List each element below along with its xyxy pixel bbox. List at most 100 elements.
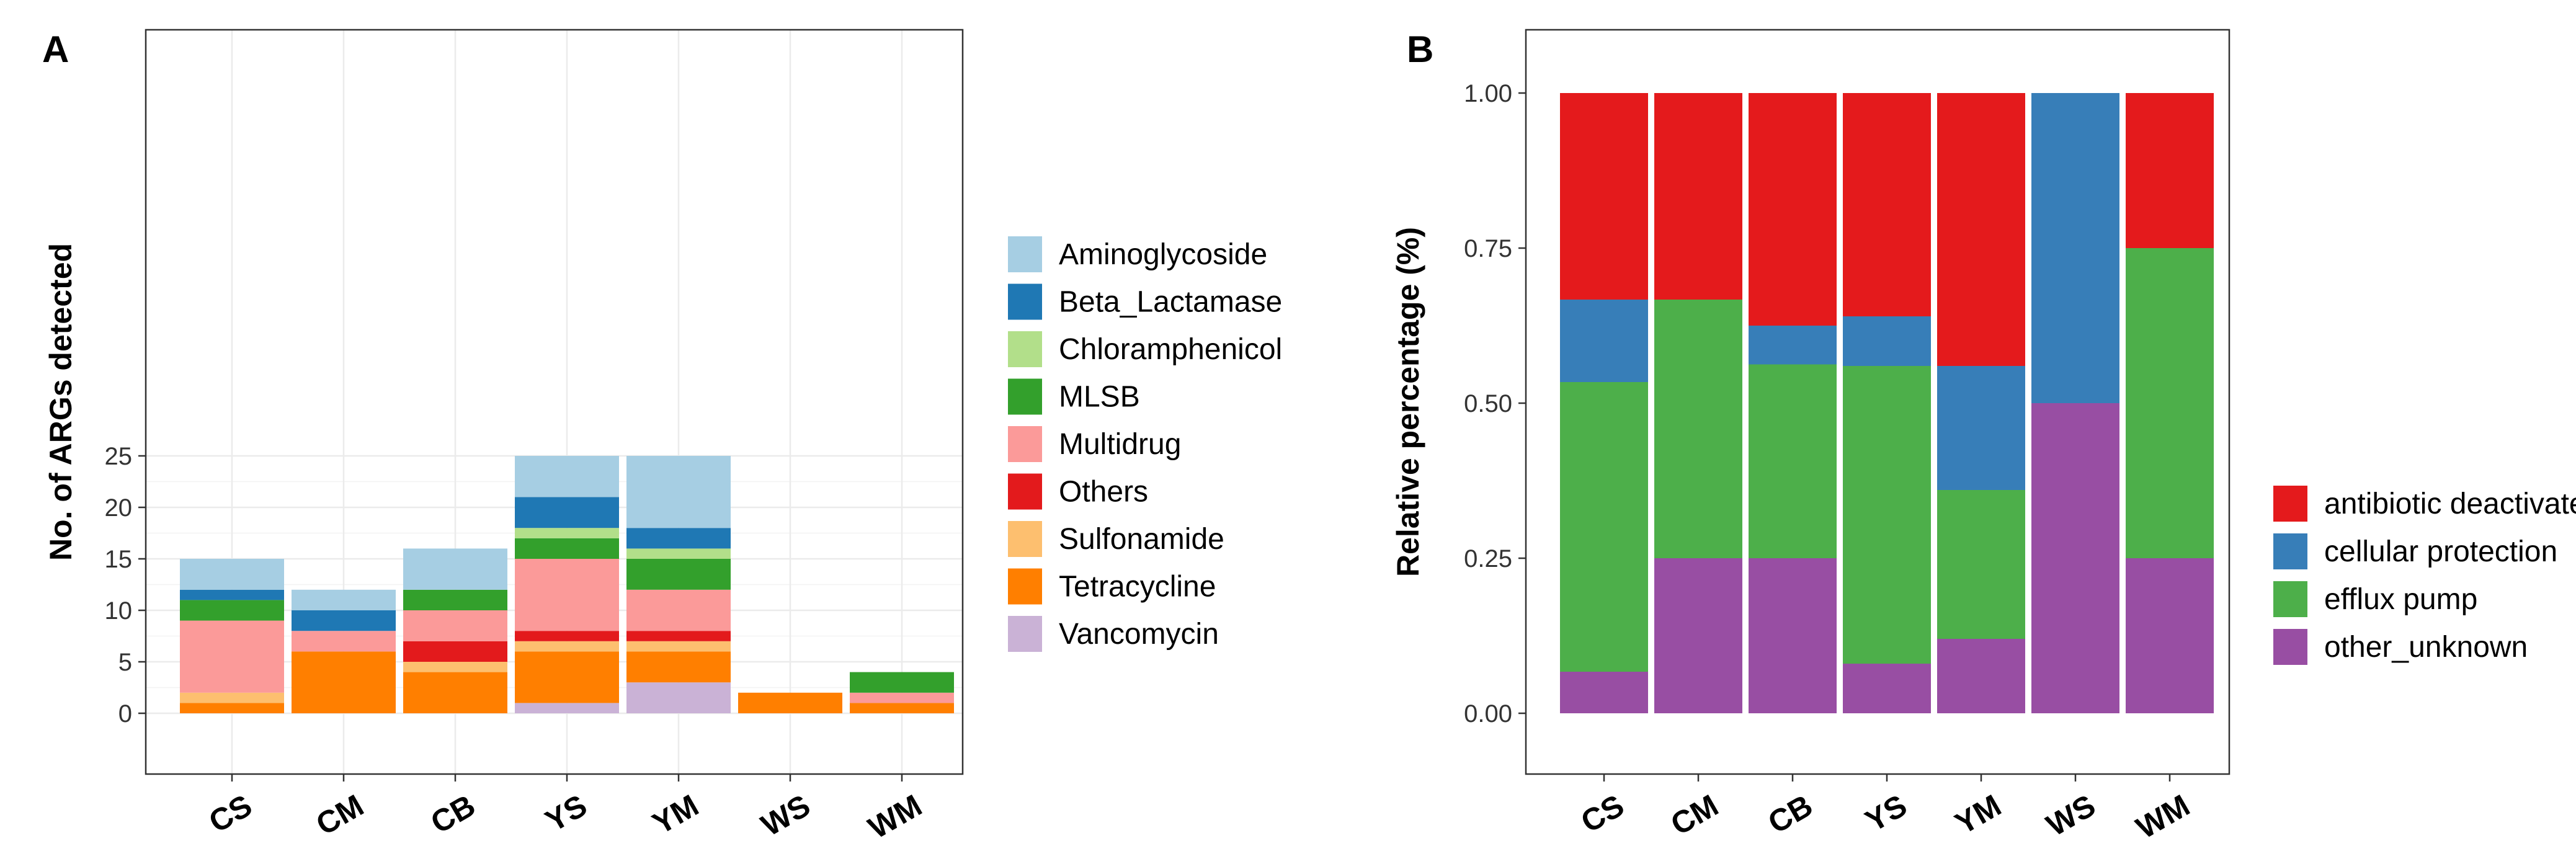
bar-segment-cb-multidrug xyxy=(403,610,507,641)
bar-segment-ys-beta-lactamase xyxy=(515,497,619,528)
bar-segment-ym-antibiotic-deactivate xyxy=(1937,93,2025,366)
bar-segment-ys-aminoglycoside xyxy=(515,456,619,497)
legend-key-efflux-pump xyxy=(2273,581,2307,617)
legend-key-chloramphenicol xyxy=(1008,331,1042,367)
x-tick-label-wm: WM xyxy=(863,788,928,845)
x-tick-label-ys: YS xyxy=(540,788,593,839)
panel-b-frame xyxy=(1525,29,2231,775)
y-tick-label: 25 xyxy=(105,443,133,470)
legend-label-sulfonamide: Sulfonamide xyxy=(1059,523,1224,556)
bar-segment-cb-cellular-protection xyxy=(1749,326,1837,365)
panel-a-bars xyxy=(180,456,954,713)
x-tick-label-cs: CS xyxy=(1575,788,1629,839)
bar-segment-ym-tetracycline xyxy=(626,651,731,683)
panel-a-x-axis: CS CM CB YS YM WS WM xyxy=(203,774,928,845)
legend-key-tetracycline xyxy=(1008,568,1042,605)
panel-b-y-axis-title: Relative percentage (%) xyxy=(1391,227,1425,577)
legend-label-antibiotic-deactivate: antibiotic deactivate xyxy=(2324,488,2576,520)
bar-segment-cm-beta-lactamase xyxy=(292,610,396,631)
bar-segment-wm-other-unknown xyxy=(2126,558,2214,713)
y-tick-label: 0.00 xyxy=(1464,700,1512,728)
x-tick-label-cb: CB xyxy=(1762,788,1819,840)
x-tick-label-wm: WM xyxy=(2131,788,2196,845)
legend-label-efflux-pump: efflux pump xyxy=(2324,583,2477,616)
bar-segment-ys-antibiotic-deactivate xyxy=(1843,93,1931,316)
bar-segment-ys-tetracycline xyxy=(515,651,619,703)
bar-segment-ym-beta-lactamase xyxy=(626,528,731,549)
bar-segment-ym-other-unknown xyxy=(1937,639,2025,713)
panel-a-frame xyxy=(145,29,964,775)
legend-key-multidrug xyxy=(1008,426,1042,462)
bar-segment-ws-other-unknown xyxy=(2031,403,2119,713)
legend-label-tetracycline: Tetracycline xyxy=(1059,571,1216,603)
y-tick-label: 0 xyxy=(118,700,132,728)
bar-segment-cm-aminoglycoside xyxy=(292,589,396,610)
bar-segment-cs-aminoglycoside xyxy=(180,559,284,590)
panel-a-legend: Aminoglycoside Beta_Lactamase Chlorampheni… xyxy=(1008,236,1282,652)
bar-segment-ys-mlsb xyxy=(515,538,619,559)
x-tick-label-cm: CM xyxy=(310,788,369,842)
y-tick-label: 0.75 xyxy=(1464,235,1512,262)
bar-segment-cb-aminoglycoside xyxy=(403,548,507,590)
legend-label-mlsb: MLSB xyxy=(1059,381,1140,414)
bar-segment-cm-other-unknown xyxy=(1654,558,1742,713)
bar-segment-wm-multidrug xyxy=(850,692,954,703)
bar-segment-ys-chloramphenicol xyxy=(515,528,619,538)
panel-b: B 0.00 0.25 0.50 0.75 1.00 CS CM CB YS YM WS WM Re… xyxy=(1391,29,2576,845)
bar-segment-ym-vancomycin xyxy=(626,682,731,713)
bar-segment-cs-multidrug xyxy=(180,620,284,693)
panel-a-label: A xyxy=(42,29,69,70)
bar-segment-ym-chloramphenicol xyxy=(626,548,731,559)
legend-key-vancomycin xyxy=(1008,616,1042,652)
y-tick-label: 1.00 xyxy=(1464,80,1512,107)
legend-key-sulfonamide xyxy=(1008,521,1042,557)
bar-segment-cb-antibiotic-deactivate xyxy=(1749,93,1837,326)
bar-segment-ym-aminoglycoside xyxy=(626,456,731,528)
bar-segment-cs-efflux-pump xyxy=(1560,382,1648,672)
bar-segment-cb-efflux-pump xyxy=(1749,364,1837,558)
legend-key-cellular-protection xyxy=(2273,533,2307,569)
legend-label-chloramphenicol: Chloramphenicol xyxy=(1059,333,1282,366)
bar-segment-wm-efflux-pump xyxy=(2126,248,2214,558)
bar-segment-cm-antibiotic-deactivate xyxy=(1654,93,1742,300)
bar-segment-ys-multidrug xyxy=(515,559,619,631)
y-tick-label: 10 xyxy=(105,597,133,625)
bar-segment-wm-antibiotic-deactivate xyxy=(2126,93,2214,248)
panel-a-y-axis-title: No. of ARGs detected xyxy=(43,243,78,561)
panel-b-label: B xyxy=(1407,29,1433,70)
y-tick-label: 0.50 xyxy=(1464,390,1512,417)
bar-segment-ym-multidrug xyxy=(626,589,731,631)
panel-b-x-axis: CS CM CB YS YM WS WM xyxy=(1575,774,2196,845)
bar-segment-cs-other-unknown xyxy=(1560,672,1648,713)
bar-segment-ym-mlsb xyxy=(626,559,731,590)
bar-segment-ws-tetracycline xyxy=(738,692,842,713)
bar-segment-wm-mlsb xyxy=(850,672,954,693)
bar-segment-cb-other-unknown xyxy=(1749,558,1837,713)
x-tick-label-cm: CM xyxy=(1665,788,1724,842)
bar-segment-ys-sulfonamide xyxy=(515,641,619,652)
y-tick-label: 5 xyxy=(118,649,132,676)
bar-segment-cb-mlsb xyxy=(403,589,507,610)
x-tick-label-ym: YM xyxy=(1950,788,2007,841)
bar-segment-cm-efflux-pump xyxy=(1654,300,1742,558)
panel-a-y-axis: 0 5 10 15 20 25 xyxy=(105,443,146,728)
legend-label-others: Others xyxy=(1059,476,1148,509)
legend-label-vancomycin: Vancomycin xyxy=(1059,618,1219,651)
bar-segment-ws-cellular-protection xyxy=(2031,93,2119,403)
bar-segment-cs-mlsb xyxy=(180,600,284,621)
bar-segment-cm-multidrug xyxy=(292,631,396,652)
bar-segment-ym-sulfonamide xyxy=(626,641,731,652)
legend-key-others xyxy=(1008,473,1042,510)
bar-segment-ys-cellular-protection xyxy=(1843,316,1931,366)
y-tick-label: 15 xyxy=(105,546,133,573)
bar-segment-cs-beta-lactamase xyxy=(180,589,284,600)
legend-label-aminoglycoside: Aminoglycoside xyxy=(1059,238,1267,271)
bar-segment-ys-efflux-pump xyxy=(1843,366,1931,664)
panel-b-y-axis: 0.00 0.25 0.50 0.75 1.00 xyxy=(1464,80,1526,728)
bar-segment-cs-tetracycline xyxy=(180,703,284,713)
x-tick-label-ys: YS xyxy=(1860,788,1913,839)
panel-b-legend: antibiotic deactivate cellular protection… xyxy=(2273,486,2576,665)
legend-label-beta-lactamase: Beta_Lactamase xyxy=(1059,286,1282,319)
legend-key-aminoglycoside xyxy=(1008,236,1042,272)
